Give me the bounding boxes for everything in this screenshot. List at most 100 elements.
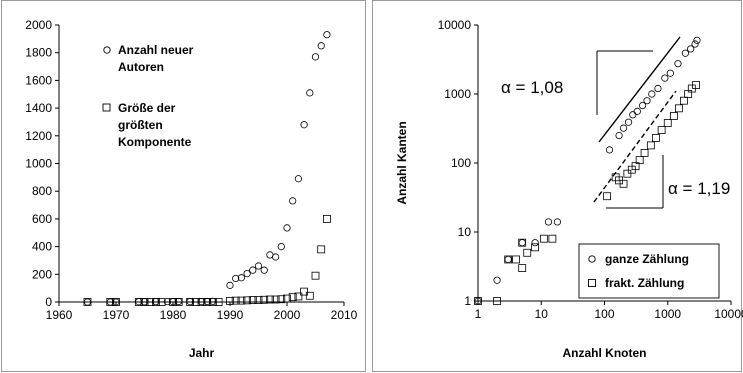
data-point-circle [633,107,641,115]
data-point-square [254,296,263,304]
data-point-circle [648,90,656,98]
data-point-square [518,264,527,272]
data-point-square [243,296,252,305]
y-tick-label: 1800 [25,46,52,60]
data-point-square [548,234,557,243]
x-tick-label: 1000 [654,307,681,321]
data-point-square [657,126,666,134]
data-point-circle [254,262,263,270]
data-point-square [106,298,115,306]
data-point-circle [232,274,240,283]
data-point-square [248,296,257,304]
data-point-circle [638,101,647,110]
y-tick-label: 2000 [25,18,52,32]
data-point-square [208,298,217,306]
data-point-square [674,104,683,113]
data-point-circle [518,239,526,247]
x-tick-label: 1960 [46,308,73,322]
y-tick-label: 1600 [25,73,52,87]
data-point-circle [277,243,285,251]
data-point-circle [615,131,623,140]
data-point-circle [674,60,682,68]
data-point-circle [493,276,501,284]
nodes-vs-edges-chart: 1 10 100 1000 10000 1 10 100 1000 10000 Anzahl Kno… [395,18,743,360]
data-point-square [151,298,160,306]
data-point-square [265,295,274,304]
legend-marker-square [102,103,111,112]
data-point-square [669,112,678,120]
x-tick-label: 100 [594,307,614,321]
y-tick-label: 10000 [438,18,472,32]
data-point-circle [693,36,701,44]
fit-line-fractional-counting [593,90,677,203]
data-point-square [214,298,223,306]
data-point-circle [661,74,669,82]
data-point-circle [237,274,245,282]
slope-bracket-upper [596,50,653,115]
data-point-square [619,179,628,188]
data-point-square [512,255,520,264]
data-point-circle [687,45,695,53]
data-point-square [83,298,92,306]
data-point-square [226,296,234,305]
data-point-square [311,271,320,280]
data-point-square [271,295,280,304]
data-point-circle [605,146,614,154]
y-tick-label: 400 [32,240,52,254]
y-tick-label: 10 [458,225,472,239]
data-point-square [203,298,212,306]
data-point-square [288,293,297,302]
slope-label-fractional: α = 1,19 [668,179,730,198]
data-point-circle [226,281,234,289]
data-point-circle [260,266,268,274]
data-point-circle [544,218,553,226]
data-point-square [317,245,326,254]
x-axis-title: Jahr [189,346,215,360]
y-tick-label: 100 [451,156,471,170]
y-tick-label: 800 [32,184,52,198]
new-authors-chart: 0 200 400 600 800 1000 1200 1400 1600 1800 2000 196… [25,18,358,360]
x-tick-label: 2010 [331,308,358,322]
data-point-square [322,214,331,223]
data-point-circle [243,270,251,278]
y-tick-label: 1 [464,294,471,308]
data-point-square [692,81,700,89]
data-point-square [140,298,149,306]
data-point-square [191,298,200,306]
data-point-circle [681,49,689,57]
data-point-square [679,96,688,105]
legend-box [578,243,720,299]
data-point-square [134,298,143,306]
right-chart-panel: 1 10 100 1000 10000 1 10 100 1000 10000 Anzahl Kno… [372,0,743,372]
data-point-circle [271,253,280,261]
data-point-circle [294,175,302,183]
data-point-circle [504,255,512,264]
data-point-circle [666,69,674,77]
data-point-circle [300,121,308,129]
data-point-circle [619,124,628,132]
data-point-square [146,298,155,306]
data-point-square [231,296,240,305]
data-point-circle [283,224,291,232]
data-point-circle [624,118,633,126]
legend-marker-circle [103,46,111,54]
data-point-circle [531,239,539,247]
x-tick-label: 1 [475,307,482,321]
data-point-square [112,298,120,306]
y-tick-label: 600 [32,212,52,226]
data-point-square [631,162,640,171]
x-tick-label: 1980 [160,308,187,322]
legend-label-whole-counting: ganze Zählung [605,252,689,266]
x-tick-label: 10000 [714,307,743,321]
data-point-circle [249,266,257,274]
data-point-square [652,134,660,142]
data-point-circle [311,53,320,61]
fit-line-whole-counting [598,36,681,143]
data-point-square [640,149,649,157]
data-point-square [493,297,501,305]
data-point-square [283,294,291,303]
x-tick-label: 2000 [274,308,301,322]
data-point-square [523,248,532,257]
legend-label-new-authors: Anzahl neuer Autoren [118,43,194,74]
data-point-circle [306,89,314,97]
